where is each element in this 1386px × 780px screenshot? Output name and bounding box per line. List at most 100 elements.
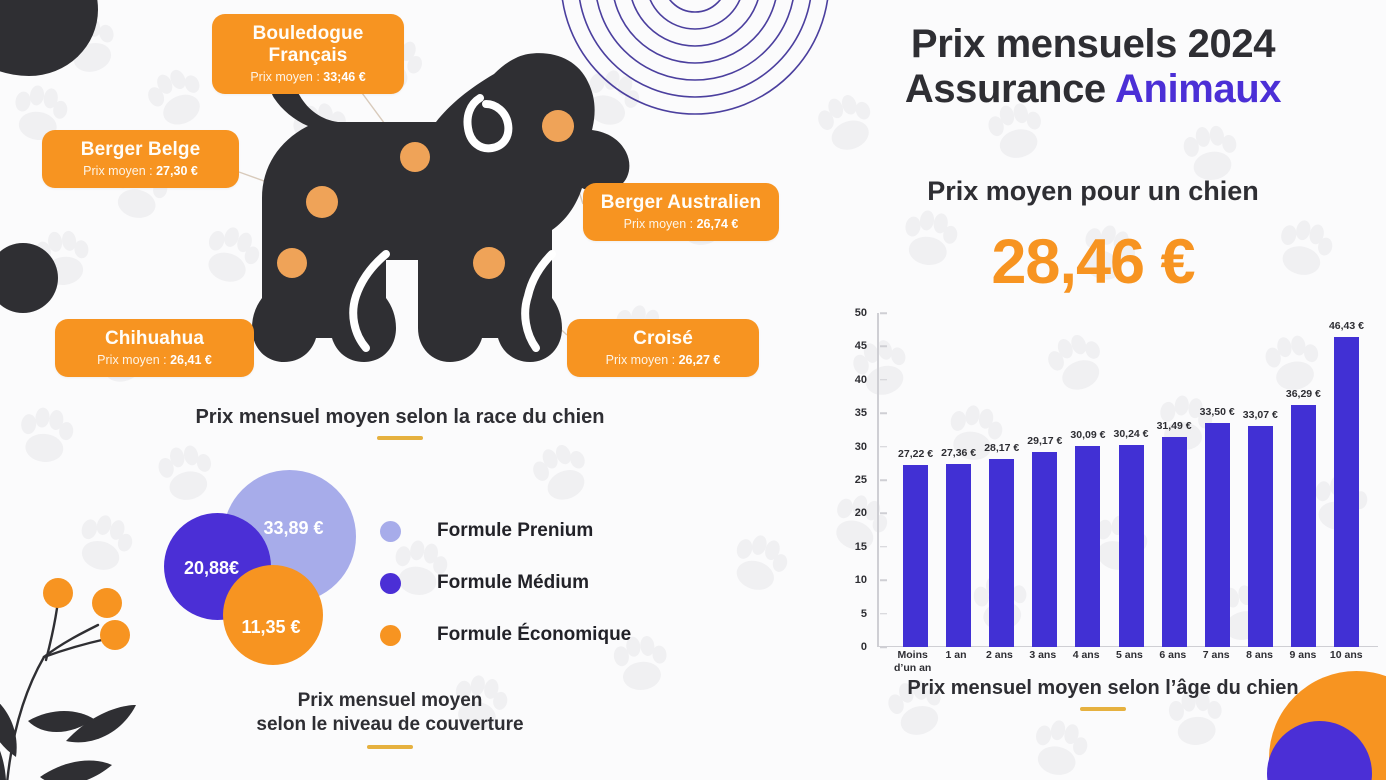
chart-bar[interactable] [1118,445,1144,647]
left-panel: Bouledogue Français Prix moyen : 33;46 €… [42,14,779,749]
chart-bar[interactable] [989,458,1015,647]
chart-bar-cell[interactable]: 46,43 € [1325,313,1368,647]
breed-name: Chihuahua [104,328,205,349]
chart-bar-cell[interactable]: 27,36 € [937,313,980,647]
chart-bar[interactable] [1247,426,1273,647]
title-line-2-accent: Animaux [1115,66,1282,111]
coverage-bubble-chart: 33,89 € 20,88€ 11,35 € [160,468,380,668]
chart-x-tick-label: 8 ans [1246,649,1273,661]
chart-x-tick-label: 9 ans [1289,649,1317,661]
chart-bar[interactable] [946,464,972,647]
chart-bar-cell[interactable]: 31,49 € [1153,313,1196,647]
legend-item-medium[interactable]: Formule Médium [380,557,631,609]
chart-bar-cell[interactable]: 33,07 € [1239,313,1282,647]
chart-bar-value-label: 33,50 € [1199,406,1235,419]
breed-price: Prix moyen : 26,74 € [623,216,739,231]
chart-y-tick-label: 20 [854,507,867,520]
breed-price: Prix moyen : 33;46 € [250,69,366,84]
bubble-value: 33,89 € [263,518,324,538]
age-caption-text: Prix mensuel moyen selon l’âge du chien [907,677,1299,699]
marker-bouledogue [400,142,430,172]
chart-bar-group: 27,22 € 27,36 € 28,17 € 29,17 € 30,09 € 30,24… [880,313,1378,647]
breed-card-berger-belge[interactable]: Berger Belge Prix moyen : 27,30 € [42,130,239,188]
chart-bar-cell[interactable]: 33,50 € [1196,313,1239,647]
breed-card-croise[interactable]: Croisé Prix moyen : 26,27 € [567,319,759,377]
breed-section-caption-text: Prix mensuel moyen selon la race du chie… [195,406,605,428]
chart-y-tick-mark [880,646,887,648]
chart-bar-value-label: 29,17 € [1027,435,1063,448]
chart-y-tick-label: 40 [854,373,867,386]
chart-x-tick-label: 1 an [945,649,967,661]
breed-name: Croisé [633,328,693,349]
breed-name: Bouledogue Français [252,23,364,66]
right-panel: Prix mensuels 2024 Assurance Animaux Pri… [800,0,1386,780]
chart-bar[interactable] [1333,336,1359,647]
chart-bar-value-label: 28,17 € [984,441,1020,454]
chart-bar-cell[interactable]: 30,09 € [1066,313,1109,647]
chart-y-tick-mark [880,612,887,615]
bubble-formule-medium[interactable]: 20,88€ [164,513,271,620]
caption-underline-rule [1080,707,1126,711]
title-line-2-plain: Assurance [904,66,1116,111]
chart-x-tick-label: 10 ans [1329,649,1363,661]
chart-y-tick-label: 0 [860,641,867,653]
chart-y-tick-label: 45 [854,340,867,353]
chart-bar-cell[interactable]: 27,22 € [894,313,937,647]
coverage-caption-line2: selon le niveau de couverture [256,714,524,736]
breed-name: Berger Australien [600,192,762,213]
breed-card-chihuahua[interactable]: Chihuahua Prix moyen : 26,41 € [55,319,254,377]
breed-card-berger-australien[interactable]: Berger Australien Prix moyen : 26,74 € [583,183,779,241]
legend-item-prenium[interactable]: Formule Prenium [380,505,631,557]
chart-bar-cell[interactable]: 30,24 € [1109,313,1152,647]
chart-bar[interactable] [1032,452,1058,647]
chart-bar-value-label: 30,09 € [1070,429,1106,441]
chart-y-tick-label: 15 [854,540,867,553]
coverage-caption-line1: Prix mensuel moyen [297,690,483,711]
page-title: Prix mensuels 2024 Assurance Animaux [800,22,1386,112]
title-line-1: Prix mensuels 2024 [910,22,1276,66]
chart-bar-cell[interactable]: 36,29 € [1282,313,1325,647]
marker-croise [473,247,505,279]
chart-y-tick-label: 35 [854,407,867,420]
chart-bar-value-label: 27,36 € [941,447,977,460]
chart-x-tick-label: 7 ans [1202,649,1230,661]
legend-swatch-icon [380,520,401,542]
chart-y-tick-mark [880,445,887,448]
bubble-value: 20,88€ [183,558,240,578]
chart-bar-value-label: 36,29 € [1285,387,1321,400]
chart-bar[interactable] [1075,446,1101,647]
chart-y-tick-label: 10 [854,574,867,587]
bubble-formule-economique[interactable]: 11,35 € [223,565,323,665]
chart-bar[interactable] [1161,436,1187,647]
chart-bar-cell[interactable]: 28,17 € [980,313,1023,647]
caption-underline-rule [367,744,413,749]
caption-underline-rule [377,436,423,440]
chart-bar[interactable] [1204,423,1230,647]
legend-label: Formule Prenium [437,520,594,541]
age-bar-chart: 0 5 10 15 20 25 30 35 40 45 50 27,22 € 27,36 € 28,17… [820,305,1386,711]
chart-bar-cell[interactable]: 29,17 € [1023,313,1066,647]
chart-x-tick-label: 6 ans [1159,649,1187,661]
chart-x-tick-label: 5 ans [1116,649,1143,661]
chart-bar-value-label: 46,43 € [1328,319,1364,332]
chart-bar-value-label: 31,49 € [1156,419,1192,432]
chart-bar-value-label: 27,22 € [898,448,934,461]
chart-x-tick-label: 3 ans [1029,649,1057,661]
chart-bar[interactable] [903,465,929,647]
marker-chihuahua [277,248,307,278]
headline-average-price-value: 28,46 € [991,227,1195,297]
chart-x-tick-label: Moins d’un an [894,649,932,675]
chart-y-axis [877,313,879,647]
legend-swatch-icon [380,624,401,646]
chart-y-tick-label: 5 [860,607,867,620]
legend-item-economique[interactable]: Formule Économique [380,609,631,661]
chart-y-tick-mark [880,579,887,581]
breed-card-bouledogue-francais[interactable]: Bouledogue Français Prix moyen : 33;46 € [212,14,404,94]
title-line-2: Assurance Animaux [800,67,1386,112]
chart-bar[interactable] [1290,404,1316,647]
legend-label: Formule Médium [437,572,590,593]
chart-plot-area: 0 5 10 15 20 25 30 35 40 45 50 27,22 € 27,36 € 28,17… [855,307,1378,653]
chart-y-tick-label: 30 [854,440,867,453]
chart-x-tick-label: 2 ans [985,649,1013,661]
